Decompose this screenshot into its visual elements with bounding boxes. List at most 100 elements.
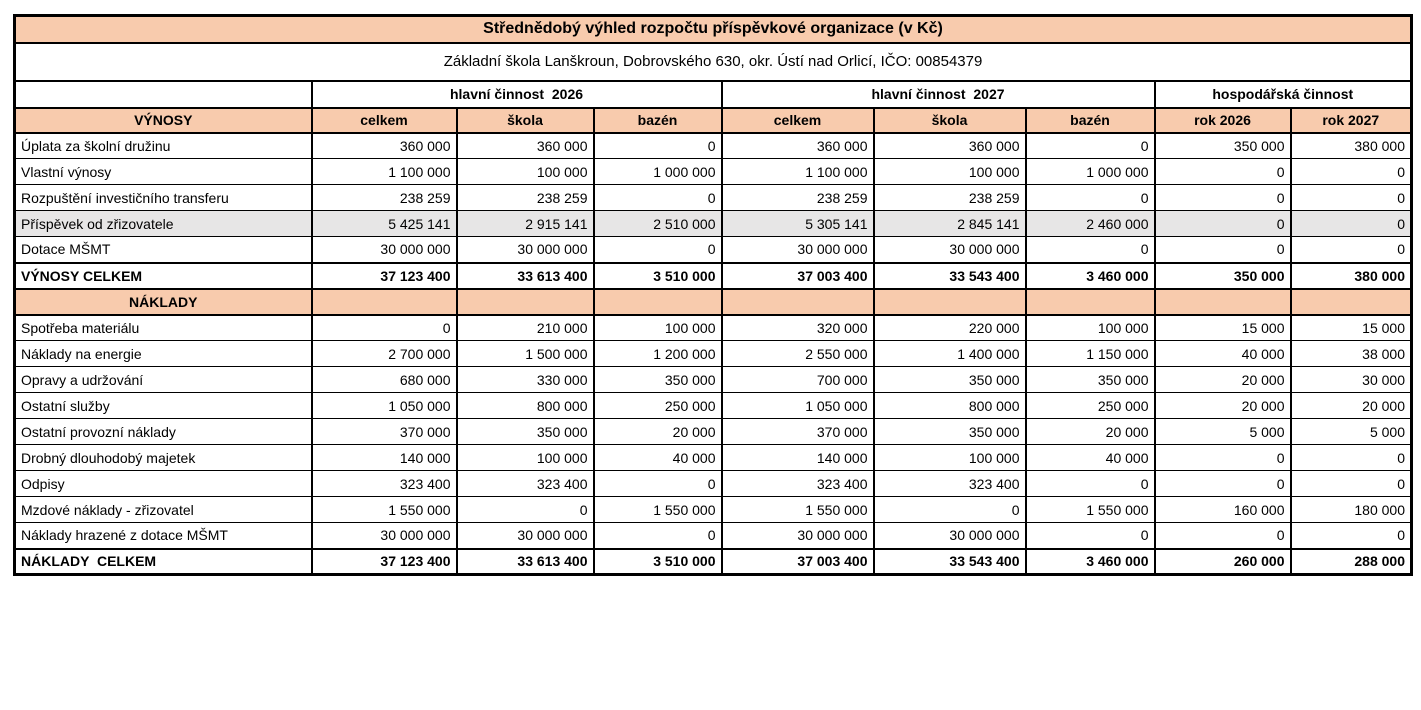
table-cell: 350 000: [1153, 261, 1292, 290]
table-cell: 0: [592, 236, 723, 263]
table-cell: [592, 287, 723, 316]
column-header-bazen-2026: bazén: [592, 107, 723, 134]
table-cell: 1 050 000: [310, 392, 458, 419]
table-cell: 323 400: [455, 470, 595, 497]
table-cell: 30 000 000: [455, 236, 595, 263]
title-row: Střednědobý výhled rozpočtu příspěvkové …: [13, 15, 1413, 44]
table-cell: 140 000: [310, 444, 458, 471]
table-cell: [455, 287, 595, 316]
table-cell: 238 259: [310, 184, 458, 211]
table-cell: 250 000: [592, 392, 723, 419]
table-cell: 30 000: [1289, 366, 1413, 393]
table-cell: 2 845 141: [872, 210, 1027, 237]
table-cell: 0: [1289, 184, 1413, 211]
table-cell: 0: [1024, 132, 1156, 159]
table-cell: 40 000: [1024, 444, 1156, 471]
table-cell: 20 000: [1153, 392, 1292, 419]
column-header-rok-2027: rok 2027: [1289, 107, 1413, 134]
table-cell: 100 000: [455, 158, 595, 185]
table-cell: 238 259: [455, 184, 595, 211]
table-cell: 350 000: [1024, 366, 1156, 393]
table-cell: 260 000: [1153, 547, 1292, 576]
table-cell: 1 550 000: [1024, 496, 1156, 523]
table-cell: 0: [1289, 210, 1413, 237]
row-label: Ostatní služby: [13, 392, 313, 419]
table-cell: 20 000: [1153, 366, 1292, 393]
table-cell: 800 000: [455, 392, 595, 419]
table-cell: 1 000 000: [592, 158, 723, 185]
table-cell: 1 550 000: [720, 496, 875, 523]
table-cell: 3 510 000: [592, 261, 723, 290]
table-cell: 2 550 000: [720, 340, 875, 367]
table-cell: 350 000: [455, 418, 595, 445]
table-row: Opravy a udržování 680 000 330 000 350 000 7…: [13, 366, 1413, 393]
table-cell: 680 000: [310, 366, 458, 393]
table-cell: 360 000: [720, 132, 875, 159]
table-cell: 320 000: [720, 314, 875, 341]
table-cell: 0: [1153, 184, 1292, 211]
table-cell: 210 000: [455, 314, 595, 341]
table-row: Příspěvek od zřizovatele 5 425 141 2 915 1…: [13, 210, 1413, 237]
table-cell: 2 700 000: [310, 340, 458, 367]
table-cell: 700 000: [720, 366, 875, 393]
table-cell: 1 200 000: [592, 340, 723, 367]
table-row: Odpisy 323 400 323 400 0 323 400 323 400 0 0 0: [13, 470, 1413, 497]
table-cell: 37 003 400: [720, 547, 875, 576]
table-cell: 370 000: [310, 418, 458, 445]
budget-table: Střednědobý výhled rozpočtu příspěvkové …: [13, 14, 1413, 576]
table-cell: 360 000: [310, 132, 458, 159]
row-label: Rozpuštění investičního transferu: [13, 184, 313, 211]
table-cell: 5 305 141: [720, 210, 875, 237]
table-cell: 0: [1024, 236, 1156, 263]
table-row: Náklady hrazené z dotace MŠMT 30 000 000 3…: [13, 522, 1413, 549]
group-header-row: hlavní činnost 2026 hlavní činnost 2027 …: [13, 80, 1413, 109]
table-cell: 1 050 000: [720, 392, 875, 419]
table-row: Rozpuštění investičního transferu 238 259…: [13, 184, 1413, 211]
table-cell: 30 000 000: [720, 236, 875, 263]
group-header-main-activity-2026: hlavní činnost 2026: [310, 80, 723, 109]
table-cell: 288 000: [1289, 547, 1413, 576]
table-row: Ostatní služby 1 050 000 800 000 250 000 1 0…: [13, 392, 1413, 419]
table-cell: 30 000 000: [872, 236, 1027, 263]
table-cell: 800 000: [872, 392, 1027, 419]
table-row: Ostatní provozní náklady 370 000 350 000 20…: [13, 418, 1413, 445]
document-title: Střednědobý výhled rozpočtu příspěvkové …: [13, 15, 1413, 44]
table-cell: 250 000: [1024, 392, 1156, 419]
table-cell: 0: [455, 496, 595, 523]
table-cell: 0: [1289, 444, 1413, 471]
table-cell: 0: [1289, 522, 1413, 549]
table-row: VÝNOSY CELKEM 37 123 400 33 613 400 3 510 0…: [13, 261, 1413, 290]
subtitle-row: Základní škola Lanškroun, Dobrovského 63…: [13, 42, 1413, 82]
column-header-bazen-2027: bazén: [1024, 107, 1156, 134]
table-cell: 1 550 000: [592, 496, 723, 523]
table-cell: 0: [1024, 522, 1156, 549]
table-cell: 0: [1024, 470, 1156, 497]
table-cell: 0: [1153, 444, 1292, 471]
row-label: Úplata za školní družinu: [13, 132, 313, 159]
table-row: Úplata za školní družinu 360 000 360 000 0 3…: [13, 132, 1413, 159]
column-header-row: VÝNOSY celkem škola bazén celkem škola b…: [13, 107, 1413, 134]
table-cell: 3 460 000: [1024, 261, 1156, 290]
table-cell: 323 400: [310, 470, 458, 497]
table-cell: 37 123 400: [310, 547, 458, 576]
table-cell: 15 000: [1289, 314, 1413, 341]
table-row: Vlastní výnosy 1 100 000 100 000 1 000 000 1…: [13, 158, 1413, 185]
table-cell: 220 000: [872, 314, 1027, 341]
row-label: NÁKLADY: [13, 287, 313, 316]
table-cell: 2 510 000: [592, 210, 723, 237]
table-cell: 1 150 000: [1024, 340, 1156, 367]
table-cell: 140 000: [720, 444, 875, 471]
table-body: Úplata za školní družinu 360 000 360 000 0 3…: [13, 132, 1413, 576]
table-cell: 350 000: [872, 366, 1027, 393]
table-cell: 37 123 400: [310, 261, 458, 290]
group-header-main-activity-2027: hlavní činnost 2027: [720, 80, 1156, 109]
column-header-rok-2026: rok 2026: [1153, 107, 1292, 134]
table-row: NÁKLADY CELKEM 37 123 400 33 613 400 3 510 …: [13, 547, 1413, 576]
row-label: Náklady hrazené z dotace MŠMT: [13, 522, 313, 549]
table-cell: [1289, 287, 1413, 316]
table-cell: 15 000: [1153, 314, 1292, 341]
table-cell: 37 003 400: [720, 261, 875, 290]
table-cell: 380 000: [1289, 132, 1413, 159]
table-row: Drobný dlouhodobý majetek 140 000 100 000 4…: [13, 444, 1413, 471]
row-label: Ostatní provozní náklady: [13, 418, 313, 445]
